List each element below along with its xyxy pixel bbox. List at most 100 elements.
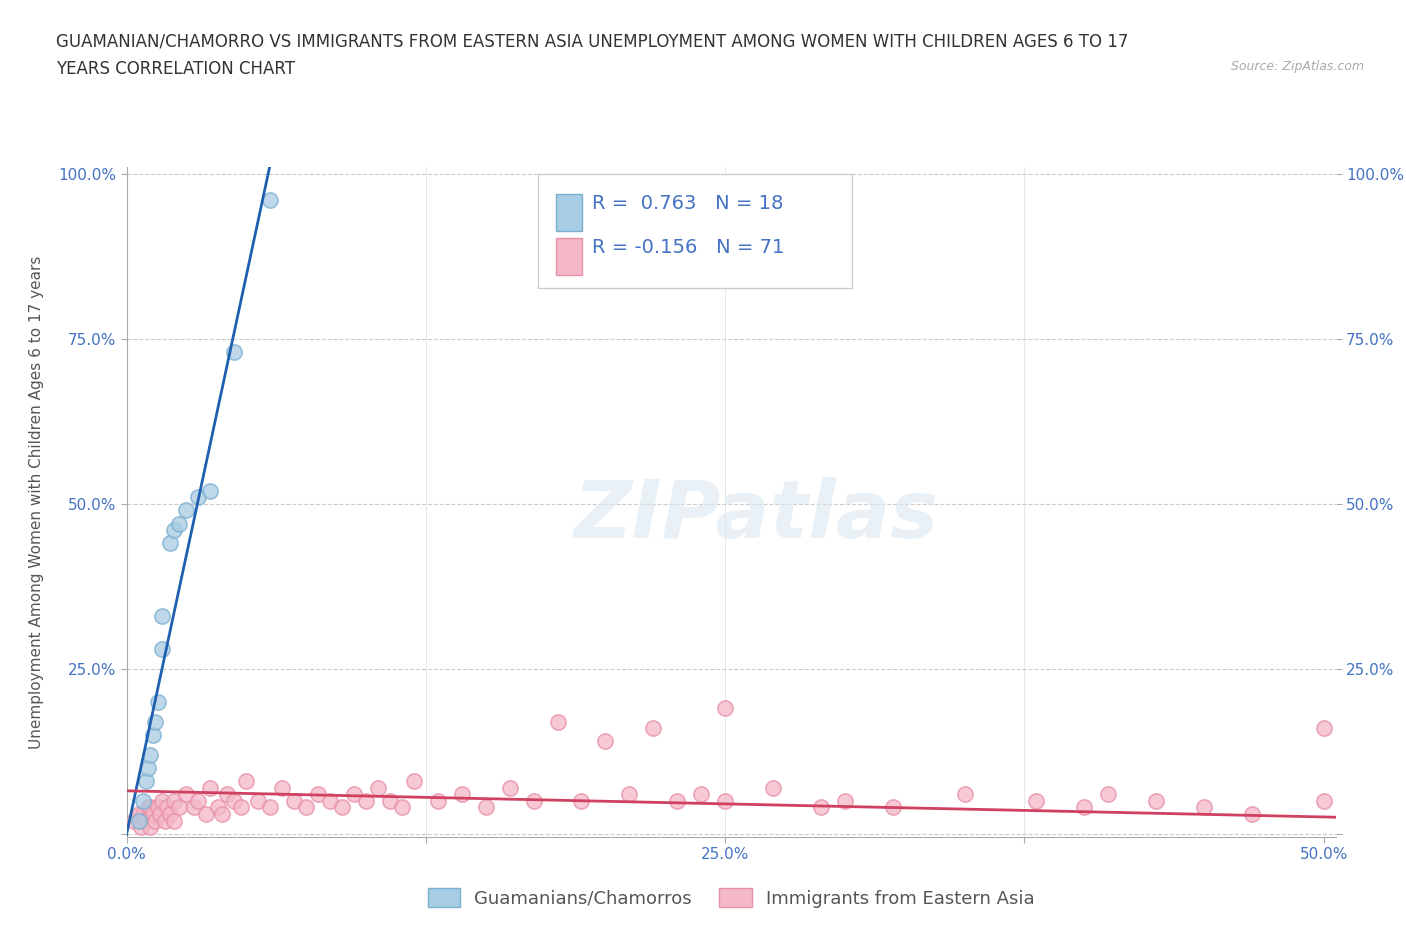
Point [167,800,190,815]
Point [187,793,209,808]
Point [231,800,253,815]
Point [271,780,294,795]
Y-axis label: Unemployment Among Women with Children Ages 6 to 17 years: Unemployment Among Women with Children A… [30,256,44,749]
Point [163,793,186,808]
Point [122,813,145,828]
Point [882,800,904,815]
Point [211,806,233,821]
Point [217,787,239,802]
Legend: Guamanians/Chamorros, Immigrants from Eastern Asia: Guamanians/Chamorros, Immigrants from Ea… [420,882,1042,915]
Point [1312,793,1334,808]
Text: ZIPatlas: ZIPatlas [572,476,938,554]
Point [163,523,186,538]
Point [547,714,569,729]
Point [136,800,159,815]
Point [224,345,246,360]
Point [762,780,785,795]
Point [129,819,152,834]
Point [595,734,617,749]
Point [167,516,190,531]
Point [307,787,329,802]
FancyBboxPatch shape [555,194,582,231]
Point [619,787,641,802]
Point [690,787,713,802]
Point [474,800,496,815]
Point [1073,800,1095,815]
Point [810,800,832,815]
Point [283,793,305,808]
Point [200,484,222,498]
Text: R =  0.763   N = 18: R = 0.763 N = 18 [592,194,783,213]
Point [1192,800,1215,815]
Point [135,813,157,828]
Point [1025,793,1047,808]
Point [163,813,186,828]
Point [153,813,176,828]
Point [146,800,169,815]
Point [402,774,425,789]
Point [187,490,209,505]
Point [343,787,366,802]
Point [498,780,520,795]
Point [159,806,181,821]
Point [159,536,181,551]
Text: R = -0.156   N = 71: R = -0.156 N = 71 [592,238,785,257]
Point [149,806,172,821]
Point [224,793,246,808]
Point [354,793,377,808]
Point [142,727,165,742]
Point [139,819,162,834]
Point [1240,806,1263,821]
Point [128,813,150,828]
Point [235,774,257,789]
Point [330,800,353,815]
Point [714,701,737,716]
Point [142,806,165,821]
Point [666,793,689,808]
Point [183,800,205,815]
Point [152,642,174,657]
Point [834,793,856,808]
Point [391,800,413,815]
Point [378,793,401,808]
Point [139,800,162,815]
Point [176,787,198,802]
FancyBboxPatch shape [537,174,852,288]
Point [143,813,166,828]
Point [200,780,222,795]
Point [643,721,665,736]
Point [450,787,472,802]
Point [132,806,155,821]
Point [1144,793,1167,808]
Point [132,793,155,808]
Point [152,793,174,808]
Point [319,793,342,808]
Point [128,806,150,821]
Point [194,806,217,821]
Point [152,608,174,623]
Point [1097,787,1119,802]
Point [136,761,159,776]
Text: YEARS CORRELATION CHART: YEARS CORRELATION CHART [56,60,295,78]
Point [247,793,270,808]
Text: GUAMANIAN/CHAMORRO VS IMMIGRANTS FROM EASTERN ASIA UNEMPLOYMENT AMONG WOMEN WITH: GUAMANIAN/CHAMORRO VS IMMIGRANTS FROM EA… [56,33,1129,50]
Point [523,793,546,808]
Point [259,193,281,207]
Point [156,800,179,815]
Point [143,714,166,729]
Point [207,800,229,815]
Point [295,800,318,815]
Point [259,800,281,815]
Point [426,793,449,808]
Point [714,793,737,808]
Text: Source: ZipAtlas.com: Source: ZipAtlas.com [1230,60,1364,73]
Point [135,774,157,789]
FancyBboxPatch shape [555,238,582,274]
Point [367,780,389,795]
Point [571,793,593,808]
Point [1312,721,1334,736]
Point [146,695,169,710]
Point [176,503,198,518]
Point [953,787,976,802]
Point [139,747,162,762]
